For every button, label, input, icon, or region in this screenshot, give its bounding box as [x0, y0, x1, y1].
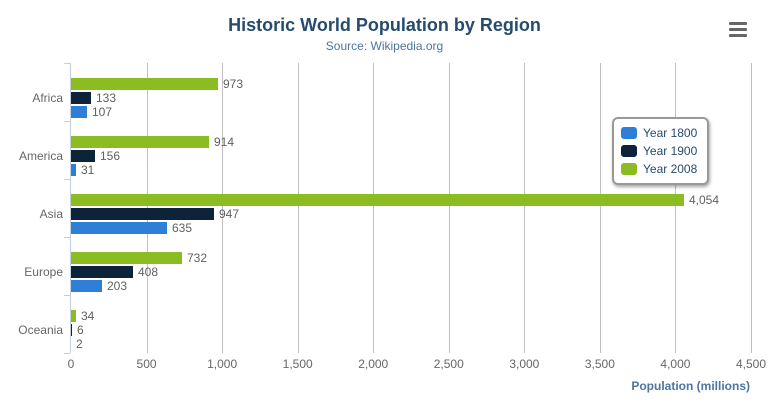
- category-axis-tick: [64, 353, 70, 354]
- bar-value-label: 107: [92, 105, 113, 119]
- bar-value-label: 973: [223, 77, 244, 91]
- legend-series-swatch-icon: [621, 127, 637, 139]
- legend: Year 1800 Year 1900 Year 2008: [612, 117, 710, 185]
- gridline: [222, 63, 224, 353]
- bar-value-label: 34: [81, 309, 95, 323]
- hamburger-menu-icon: [729, 22, 747, 25]
- bar-value-label: 6: [77, 323, 84, 337]
- bar-value-label: 203: [107, 279, 128, 293]
- category-axis-tick: [64, 237, 70, 238]
- bar-year-2008[interactable]: [71, 252, 182, 264]
- bar-value-label: 133: [96, 91, 117, 105]
- category-axis-line: [70, 63, 71, 353]
- gridline: [448, 63, 450, 353]
- bar-year-2008[interactable]: [71, 136, 209, 148]
- chart-title: Historic World Population by Region: [228, 15, 541, 35]
- x-axis-tick-label: 4,000: [660, 357, 691, 371]
- bar-value-label: 156: [100, 149, 121, 163]
- gridline: [524, 63, 526, 353]
- export-context-menu-button[interactable]: [729, 22, 747, 38]
- bar-value-label: 408: [138, 265, 159, 279]
- x-axis-tick-label: 4,500: [735, 357, 767, 371]
- legend-item-label: Year 1900: [643, 144, 698, 158]
- bar-value-label: 635: [172, 221, 193, 235]
- category-label: America: [18, 149, 63, 163]
- category-axis-tick: [64, 179, 70, 180]
- gridline: [373, 63, 375, 353]
- x-axis-tick-label: 2,000: [358, 357, 389, 371]
- bar-year-2008[interactable]: [71, 310, 76, 322]
- bar-year-1800[interactable]: [71, 222, 167, 234]
- bar-year-1800[interactable]: [71, 164, 76, 176]
- category-axis-tick: [64, 295, 70, 296]
- category-axis-tick: [64, 121, 70, 122]
- category-label: Asia: [39, 207, 63, 221]
- category-axis-tick: [64, 63, 70, 64]
- bar-year-1900[interactable]: [71, 324, 72, 336]
- bar-year-1900[interactable]: [71, 208, 214, 220]
- category-label: Europe: [24, 265, 63, 279]
- bar-value-label: 732: [187, 251, 208, 265]
- gridline: [751, 63, 752, 353]
- bar-year-1900[interactable]: [71, 150, 95, 162]
- x-axis-tick-label: 0: [67, 357, 75, 371]
- bar-value-label: 947: [219, 207, 240, 221]
- bar-year-2008[interactable]: [71, 194, 684, 206]
- x-axis-tick-label: 3,000: [509, 357, 540, 371]
- gridline: [675, 63, 677, 353]
- hamburger-menu-icon: [729, 28, 747, 31]
- bar-value-label: 4,054: [689, 193, 720, 207]
- bar-year-1900[interactable]: [71, 92, 91, 104]
- x-axis-tick-label: 500: [136, 357, 157, 371]
- category-label: Africa: [32, 91, 63, 105]
- gridline: [297, 63, 299, 353]
- hamburger-menu-icon: [729, 34, 747, 37]
- legend-item-year-2008[interactable]: Year 2008: [621, 160, 697, 178]
- legend-item-label: Year 1800: [643, 126, 698, 140]
- legend-series-swatch-icon: [621, 163, 637, 175]
- x-axis-tick-label: 1,000: [207, 357, 238, 371]
- legend-series-swatch-icon: [621, 145, 637, 157]
- bar-year-1800[interactable]: [71, 106, 87, 118]
- chart-subtitle: Source: Wikipedia.org: [325, 39, 444, 53]
- category-label: Oceania: [18, 323, 63, 337]
- legend-item-year-1900[interactable]: Year 1900: [621, 142, 697, 160]
- x-axis-tick-label: 3,500: [584, 357, 615, 371]
- x-axis-title: Population (millions): [631, 379, 750, 393]
- x-axis-tick-label: 2,500: [433, 357, 464, 371]
- bar-year-1800[interactable]: [71, 280, 102, 292]
- gridline: [599, 63, 601, 353]
- bar-value-label: 914: [214, 135, 235, 149]
- bar-value-label: 31: [81, 163, 95, 177]
- x-axis-tick-label: 1,500: [282, 357, 313, 371]
- bar-value-label: 2: [76, 337, 83, 351]
- legend-item-label: Year 2008: [643, 162, 698, 176]
- bar-year-2008[interactable]: [71, 78, 218, 90]
- bar-year-1900[interactable]: [71, 266, 133, 278]
- legend-item-year-1800[interactable]: Year 1800: [621, 124, 697, 142]
